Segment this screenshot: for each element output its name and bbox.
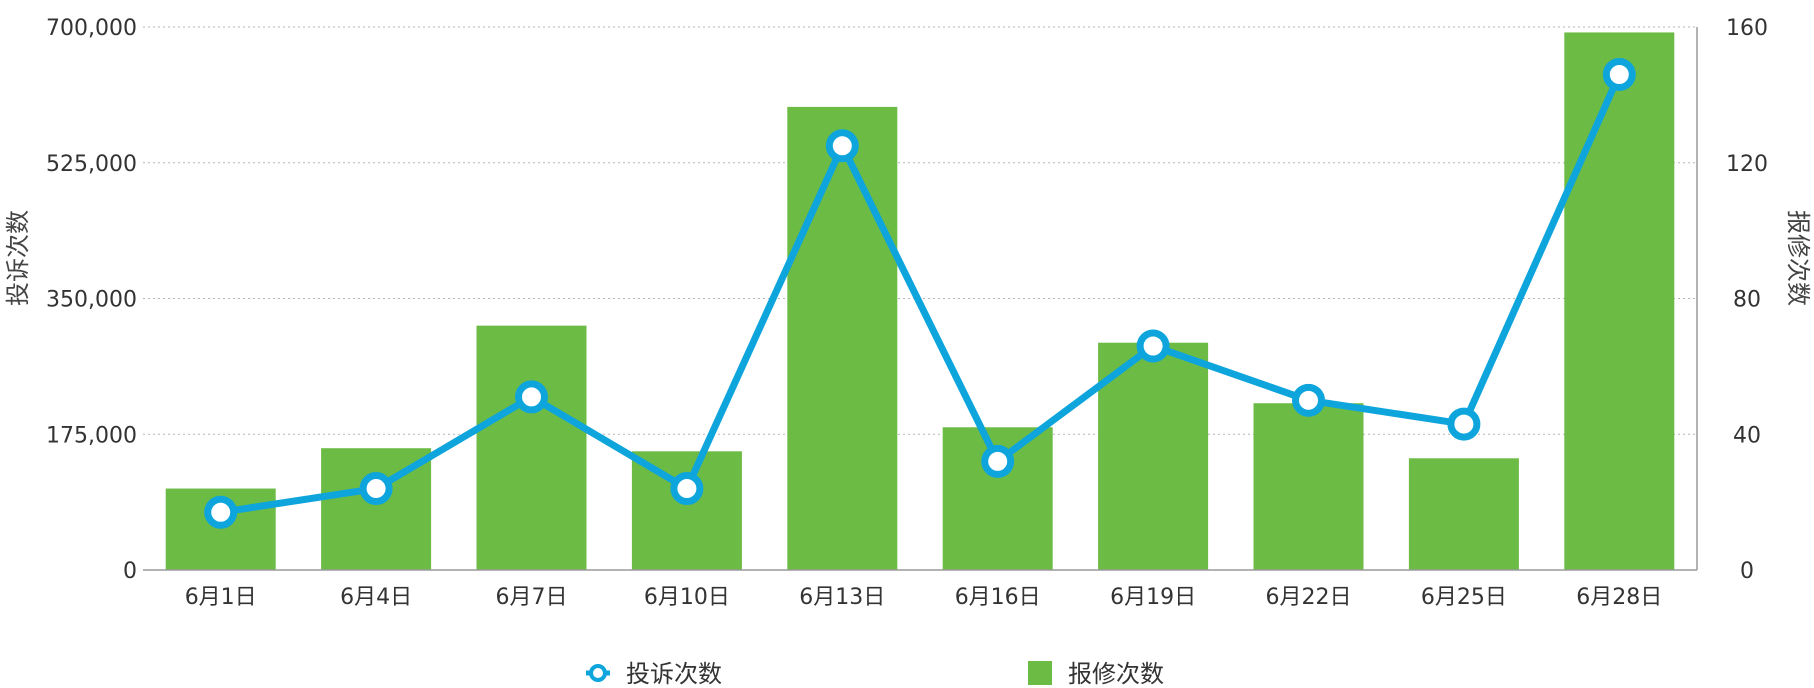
x-tick-label-9: 6月28日 [1576, 585, 1662, 610]
line-path [217, 71, 1623, 516]
left-y-axis-title: 投诉次数 [4, 210, 32, 306]
right-tick-label-1: 40 [1733, 423, 1761, 448]
line-point-0 [204, 495, 238, 529]
x-tick-label-7: 6月22日 [1266, 585, 1352, 610]
right-tick-label-2: 80 [1733, 288, 1761, 313]
bar-8 [1408, 458, 1519, 570]
left-tick-label-3: 525,000 [46, 152, 137, 177]
right-y-tick-labels: 0 40 80 120 160 [1726, 16, 1768, 584]
bar-3 [631, 451, 742, 570]
line-point-7 [1292, 383, 1325, 417]
bar-series [165, 32, 1675, 571]
left-tick-label-1: 175,000 [46, 423, 137, 448]
line-point-8 [1447, 407, 1481, 441]
legend-square-marker [1028, 661, 1052, 685]
x-tick-label-6: 6月19日 [1110, 585, 1196, 610]
bar-7 [1253, 403, 1364, 570]
line-point-1 [359, 472, 393, 506]
legend-item-0: 投诉次数 [586, 660, 722, 688]
right-tick-label-0: 0 [1740, 559, 1754, 584]
axes [143, 27, 1698, 571]
left-tick-label-2: 350,000 [46, 288, 137, 313]
x-tick-labels: 6月1日 6月4日 6月7日 6月10日 6月13日 6月16日 6月19日 6月22日 6月2… [185, 585, 1663, 610]
bar-9 [1564, 32, 1675, 571]
x-tick-label-3: 6月10日 [644, 585, 730, 610]
x-tick-label-2: 6月7日 [496, 585, 568, 610]
line-point-4 [825, 129, 859, 163]
right-y-axis-title: 报修次数 [1784, 210, 1812, 306]
legend: 投诉次数 报修次数 [586, 660, 1164, 688]
x-tick-label-5: 6月16日 [955, 585, 1041, 610]
line-point-3 [670, 472, 704, 506]
line-series [204, 58, 1636, 529]
legend-label-1: 报修次数 [1068, 660, 1164, 688]
x-tick-label-1: 6月4日 [340, 585, 412, 610]
left-tick-label-4: 700,000 [46, 16, 137, 41]
bar-2 [476, 325, 587, 570]
grid-lines [143, 26, 1697, 435]
left-tick-label-0: 0 [123, 559, 137, 584]
line-point-9 [1602, 58, 1636, 92]
left-y-tick-labels: 0 175,000 350,000 525,000 700,000 [46, 16, 137, 584]
line-point-6 [1136, 329, 1170, 363]
right-tick-label-4: 160 [1726, 16, 1768, 41]
x-tick-label-8: 6月25日 [1421, 585, 1507, 610]
right-tick-label-3: 120 [1726, 152, 1768, 177]
x-tick-label-4: 6月13日 [799, 585, 885, 610]
bar-6 [1098, 342, 1209, 570]
x-tick-label-0: 6月1日 [185, 585, 257, 610]
line-point-5 [981, 444, 1015, 478]
legend-circle-marker [589, 664, 607, 682]
legend-item-1: 报修次数 [1028, 660, 1164, 688]
legend-label-0: 投诉次数 [626, 660, 722, 688]
bar-4 [787, 106, 898, 571]
line-point-2 [515, 380, 548, 414]
